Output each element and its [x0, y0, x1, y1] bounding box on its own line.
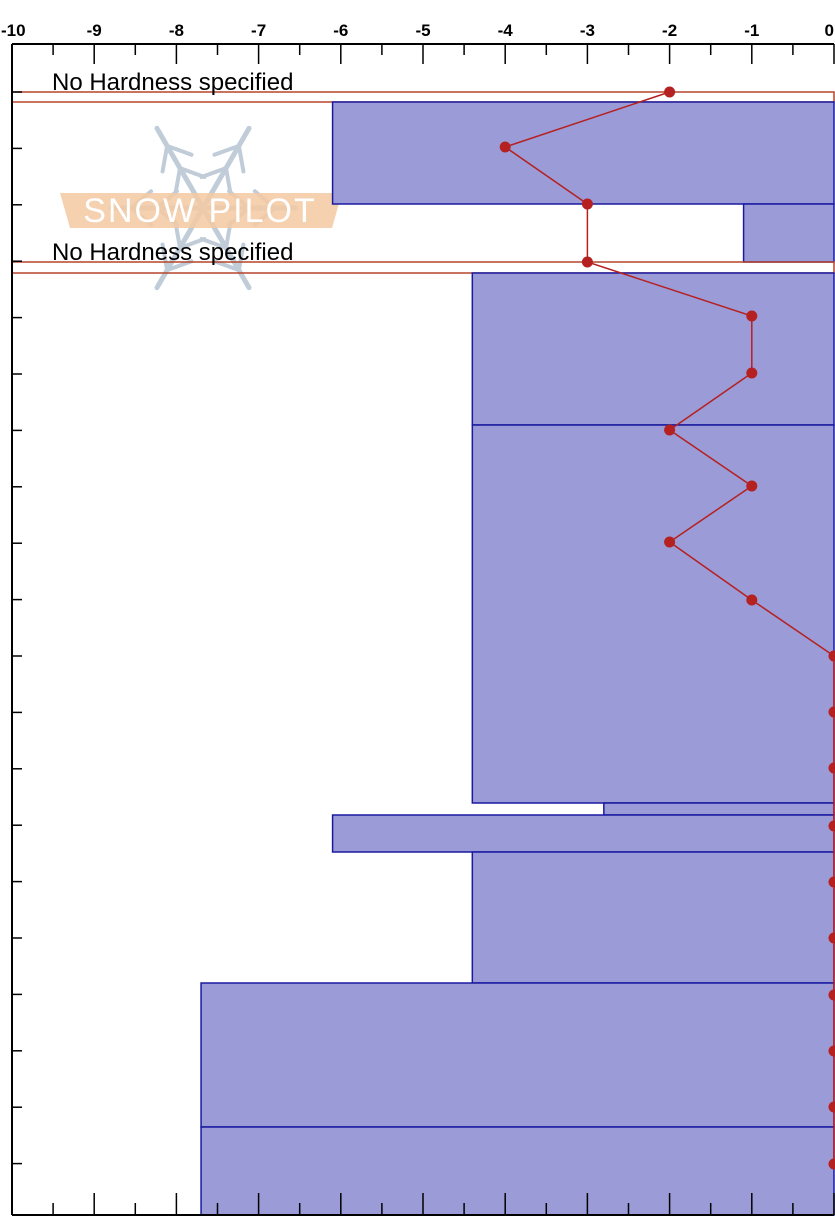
x-tick-label: -10 [1, 21, 26, 40]
x-tick-labels: -10 -9 -8 -7 -6 -5 -4 -3 -2 -1 0 [1, 21, 834, 40]
temperature-point [746, 594, 758, 606]
x-tick-label: -1 [744, 21, 759, 40]
hardness-layer-bar [200, 1126, 835, 1216]
temperature-point [828, 762, 835, 774]
temperature-point [828, 1158, 835, 1170]
temperature-point [828, 706, 835, 718]
hardness-layer-bar [200, 982, 835, 1128]
temperature-point [828, 820, 835, 832]
hardness-layers [11, 91, 835, 1216]
temperature-point [828, 650, 835, 662]
hardness-layer-bar [331, 101, 835, 205]
temperature-point [828, 932, 835, 944]
snowpilot-watermark: SNOW PILOT [60, 125, 342, 291]
layer-note: No Hardness specified [52, 69, 293, 96]
x-tick-label: -2 [662, 21, 677, 40]
temperature-point [581, 198, 593, 210]
temperature-point [581, 256, 593, 268]
hardness-layer-bar [331, 814, 835, 853]
temperature-point [499, 141, 511, 153]
x-tick-label: -8 [169, 21, 184, 40]
hardness-layer-bar [471, 272, 835, 426]
temperature-point [828, 989, 835, 1001]
x-tick-label: 0 [825, 21, 834, 40]
temperature-point [664, 536, 676, 548]
x-tick-label: -9 [87, 21, 102, 40]
temperature-point [828, 1045, 835, 1057]
temperature-point [664, 86, 676, 98]
x-tick-label: -6 [333, 21, 348, 40]
temperature-point [746, 310, 758, 322]
hardness-layer-bar [471, 424, 835, 804]
temperature-point [746, 367, 758, 379]
temperature-profile [499, 86, 835, 1170]
layer-notes: No Hardness specified No Hardness specifi… [52, 69, 293, 266]
layer-note: No Hardness specified [52, 239, 293, 266]
hardness-layer-bar [742, 203, 835, 263]
x-tick-label: -7 [251, 21, 266, 40]
temperature-point [664, 424, 676, 436]
axes [11, 43, 835, 1216]
temperature-point [746, 480, 758, 492]
hardness-layer-bar [603, 802, 835, 816]
temperature-line [503, 91, 835, 1164]
logo-text: SNOW PILOT [83, 192, 316, 230]
hardness-layer-bar [471, 851, 835, 984]
logo-banner [60, 193, 342, 228]
temperature-point [828, 1101, 835, 1113]
x-tick-label: -3 [580, 21, 595, 40]
x-tick-label: -5 [415, 21, 430, 40]
x-tick-label: -4 [498, 21, 514, 40]
temperature-point [828, 876, 835, 888]
